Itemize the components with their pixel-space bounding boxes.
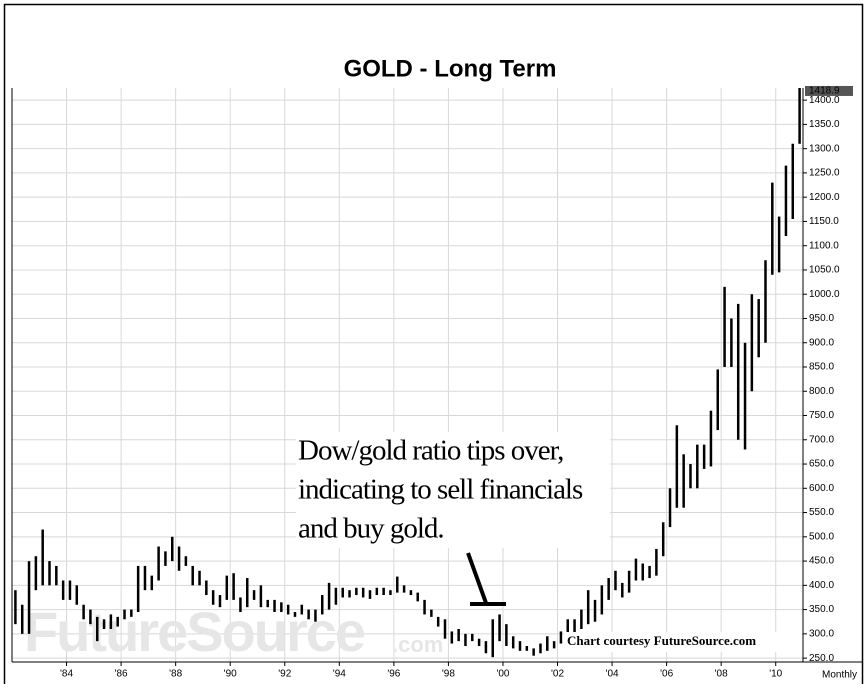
price-bars — [14, 88, 801, 658]
annotation-line: indicating to sell financials — [298, 474, 583, 506]
y-tick-label: 700.0 — [809, 434, 834, 445]
x-tick-label: '94 — [333, 669, 346, 680]
x-tick-label: '92 — [278, 669, 291, 680]
watermark: FutureSource — [24, 600, 365, 663]
y-tick-label: 1200.0 — [809, 192, 840, 203]
frame — [3, 3, 864, 689]
y-tick-label: 1300.0 — [809, 143, 840, 154]
y-tick-label: 600.0 — [809, 483, 834, 494]
y-tick-label: 950.0 — [809, 313, 834, 324]
y-tick-label: 800.0 — [809, 386, 834, 397]
x-tick-label: '88 — [169, 669, 182, 680]
y-tick-label: 550.0 — [809, 507, 834, 518]
y-tick-label: 900.0 — [809, 337, 834, 348]
y-tick-label: 1050.0 — [809, 265, 840, 276]
x-tick-label: '08 — [715, 669, 728, 680]
x-tick-label: '96 — [387, 669, 400, 680]
x-tick-label: '84 — [60, 669, 73, 680]
y-tick-label: 1100.0 — [809, 240, 839, 251]
chart-title: GOLD - Long Term — [344, 55, 557, 82]
x-tick-label: '06 — [660, 669, 673, 680]
credit-bg — [564, 632, 802, 652]
y-tick-label: 450.0 — [809, 556, 834, 567]
y-tick-label: 1150.0 — [809, 216, 839, 227]
annotation-bg — [296, 432, 610, 548]
y-tick-label: 500.0 — [809, 531, 834, 542]
y-tick-label: 850.0 — [809, 362, 834, 373]
x-tick-label: '02 — [551, 669, 564, 680]
y-tick-label: 650.0 — [809, 459, 834, 470]
watermark-suffix: .com — [392, 632, 443, 657]
y-tick-label: 250.0 — [809, 653, 834, 664]
period-label: Monthly — [822, 670, 857, 681]
x-tick-label: '04 — [606, 669, 619, 680]
annotation-line: and buy gold. — [298, 513, 444, 545]
last-price-label: 1418.9 — [809, 86, 840, 97]
y-tick-label: 300.0 — [809, 628, 834, 639]
y-tick-label: 1350.0 — [809, 119, 840, 130]
x-tick-label: '90 — [224, 669, 237, 680]
last-price-box — [805, 85, 853, 96]
y-tick-label: 350.0 — [809, 604, 834, 615]
y-tick-label: 1000.0 — [809, 289, 840, 300]
y-tick-label: 750.0 — [809, 410, 834, 421]
x-tick-label: '00 — [496, 669, 509, 680]
x-tick-label: '98 — [442, 669, 455, 680]
credit: Chart courtesy FutureSource.com — [567, 633, 756, 648]
x-tick-label: '86 — [115, 669, 128, 680]
annotation-line: Dow/gold ratio tips over, — [298, 435, 563, 467]
y-tick-label: 1250.0 — [809, 168, 840, 179]
y-tick-label: 400.0 — [809, 580, 834, 591]
arrow — [466, 552, 488, 604]
grid — [12, 88, 803, 662]
x-tick-label: '10 — [769, 669, 782, 680]
y-tick-label: 1400.0 — [809, 95, 840, 106]
